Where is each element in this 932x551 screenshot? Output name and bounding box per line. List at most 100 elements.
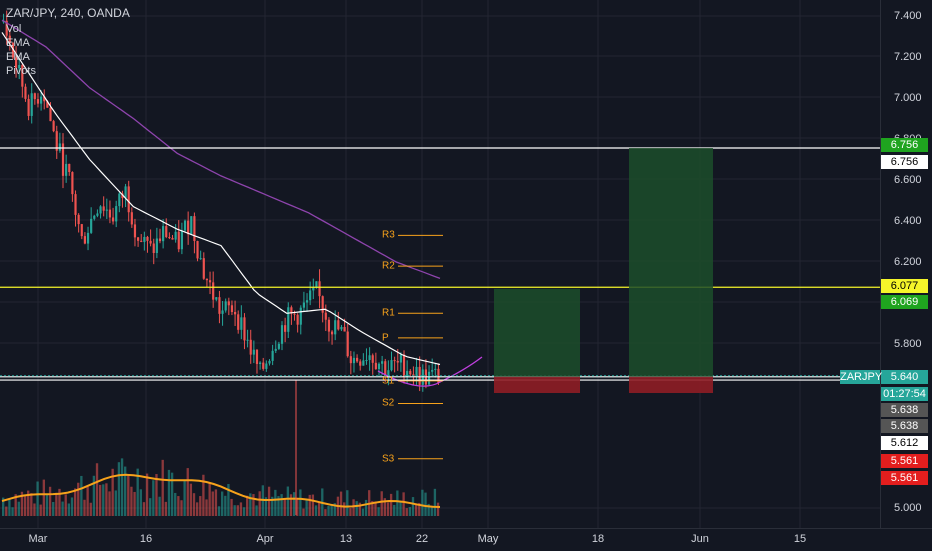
price-axis-label[interactable]: 5.561 bbox=[881, 454, 928, 468]
volume-bar bbox=[20, 491, 24, 516]
price-axis-label[interactable]: 5.638 bbox=[881, 419, 928, 433]
volume-bar bbox=[271, 496, 274, 516]
pivot-label-p: P bbox=[382, 332, 389, 344]
candle-body bbox=[152, 243, 155, 253]
volume-bar bbox=[133, 491, 136, 516]
candle-body bbox=[246, 339, 249, 341]
volume-bar bbox=[408, 507, 412, 516]
volume-bar bbox=[14, 494, 17, 516]
indicator-pivots[interactable]: Pivots bbox=[6, 65, 36, 77]
candle-body bbox=[271, 350, 274, 361]
indicator-vol[interactable]: Vol bbox=[6, 23, 22, 35]
volume-bar bbox=[77, 482, 80, 516]
volume-bar bbox=[314, 505, 318, 516]
volume-bar bbox=[436, 502, 440, 516]
volume-bar bbox=[249, 493, 252, 516]
long-position-stop-zone bbox=[494, 376, 580, 393]
volume-bar bbox=[120, 458, 124, 516]
volume-bar bbox=[267, 486, 271, 516]
price-tick-label: 6.200 bbox=[894, 256, 922, 268]
price-axis-label[interactable]: 5.640 bbox=[881, 370, 928, 384]
candle-body bbox=[218, 297, 221, 314]
price-axis-label[interactable]: 6.069 bbox=[881, 295, 928, 309]
volume-bar bbox=[127, 475, 130, 516]
price-axis-label[interactable]: 6.077 bbox=[881, 279, 928, 293]
indicator-ema-1[interactable]: EMA bbox=[6, 37, 30, 49]
volume-bar bbox=[246, 495, 249, 516]
candle-body bbox=[174, 231, 177, 240]
volume-bar bbox=[274, 489, 277, 516]
candle-body bbox=[193, 216, 196, 242]
candle-body bbox=[140, 240, 143, 242]
candle-body bbox=[240, 317, 243, 330]
price-chart[interactable] bbox=[0, 0, 880, 528]
volume-bar bbox=[152, 480, 155, 516]
candle-body bbox=[171, 237, 174, 240]
time-axis[interactable] bbox=[0, 528, 932, 551]
volume-bar bbox=[202, 474, 205, 516]
pivot-label-r2: R2 bbox=[382, 260, 395, 272]
volume-bar bbox=[214, 489, 218, 516]
volume-bar bbox=[177, 496, 180, 516]
candle-body bbox=[237, 314, 240, 330]
volume-bar bbox=[399, 501, 402, 516]
volume-bar bbox=[111, 468, 114, 516]
candle-body bbox=[334, 320, 337, 335]
candle-body bbox=[427, 371, 431, 385]
pivot-label-s2: S2 bbox=[382, 397, 395, 409]
volume-bar bbox=[239, 502, 243, 516]
volume-bar bbox=[189, 483, 193, 516]
candle-body bbox=[293, 313, 296, 315]
volume-bar bbox=[199, 496, 202, 516]
price-axis-label[interactable]: 5.638 bbox=[881, 403, 928, 417]
candle-body bbox=[359, 361, 362, 366]
candle-body bbox=[406, 370, 409, 377]
candle-body bbox=[321, 296, 324, 313]
volume-bar bbox=[405, 508, 408, 516]
chart-legend: ZAR/JPY, 240, OANDA Vol EMA EMA Pivots bbox=[6, 6, 130, 78]
volume-bar bbox=[136, 468, 139, 516]
indicator-ema-2[interactable]: EMA bbox=[6, 51, 30, 63]
candle-body bbox=[280, 325, 284, 344]
candle-body bbox=[27, 98, 30, 116]
candle-body bbox=[99, 206, 102, 214]
price-axis-label[interactable]: 5.612 bbox=[881, 436, 928, 450]
candle-body bbox=[296, 314, 299, 325]
candle-body bbox=[324, 312, 327, 320]
volume-bar bbox=[55, 492, 58, 516]
volume-bar bbox=[8, 498, 11, 516]
candle-body bbox=[21, 64, 24, 87]
symbol-title[interactable]: ZAR/JPY, 240, OANDA bbox=[6, 6, 130, 20]
candle-body bbox=[43, 96, 46, 102]
volume-bar bbox=[317, 502, 321, 516]
candle-body bbox=[30, 93, 33, 116]
candle-body bbox=[431, 369, 434, 372]
volume-bar bbox=[145, 473, 149, 516]
price-tick-label: 5.800 bbox=[894, 338, 922, 350]
candle-body bbox=[343, 326, 346, 332]
volume-bar bbox=[124, 466, 127, 516]
candle-body bbox=[93, 215, 96, 219]
volume-bar bbox=[180, 500, 183, 516]
candle-body bbox=[165, 226, 168, 238]
price-axis-label[interactable]: 6.756 bbox=[881, 155, 928, 169]
candle-body bbox=[365, 360, 368, 362]
volume-bar bbox=[139, 489, 142, 516]
candle-body bbox=[96, 213, 99, 216]
volume-bar bbox=[374, 501, 377, 516]
volume-bar bbox=[236, 505, 239, 516]
price-axis-label[interactable]: 5.561 bbox=[881, 471, 928, 485]
price-axis-label[interactable]: 01:27:54 bbox=[881, 387, 928, 401]
volume-bar bbox=[230, 498, 233, 516]
candle-body bbox=[33, 93, 36, 100]
candle-body bbox=[268, 360, 271, 364]
price-axis-label[interactable]: 6.756 bbox=[881, 138, 928, 152]
volume-bar bbox=[80, 475, 83, 516]
volume-bar bbox=[52, 501, 55, 516]
candle-body bbox=[202, 258, 205, 279]
volume-bar bbox=[308, 494, 311, 516]
candle-body bbox=[11, 43, 15, 58]
candle-body bbox=[18, 64, 21, 69]
candle-body bbox=[399, 354, 402, 363]
candle-body bbox=[108, 209, 112, 218]
